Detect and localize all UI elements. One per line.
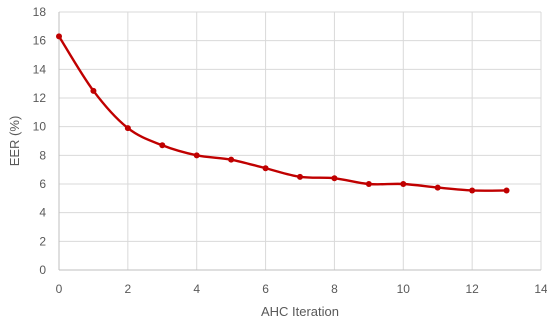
data-point [262,165,269,172]
y-tick-label: 4 [39,206,46,220]
data-point [159,142,166,149]
data-point [331,175,338,182]
x-tick-label: 12 [465,282,479,296]
data-point [400,181,407,187]
y-tick-label: 2 [39,234,46,248]
data-point [56,33,62,40]
tick-labels: 0 2 4 6 8 10 12 14 16 18 0 2 4 6 8 10 12 14 [33,5,547,296]
data-point [90,87,97,94]
x-tick-label: 8 [331,282,338,296]
series-line [57,35,507,192]
data-point [193,152,200,159]
grid-lines [59,11,542,270]
x-tick-label: 6 [262,282,269,296]
x-axis-title: AHC Iteration [261,304,339,319]
y-tick-label: 14 [33,62,47,76]
y-tick-label: 0 [39,263,46,277]
y-tick-label: 16 [33,34,47,48]
data-point [365,181,372,187]
data-point [469,187,476,194]
y-axis-title: EER (%) [7,116,22,167]
x-tick-label: 10 [397,282,411,296]
data-point [434,184,441,191]
y-tick-label: 18 [33,5,47,19]
data-point [503,187,510,194]
y-tick-label: 6 [39,177,46,191]
y-tick-label: 12 [33,91,47,105]
data-point [124,125,131,132]
x-tick-label: 0 [56,282,63,296]
y-tick-label: 10 [33,120,47,134]
data-points [56,33,510,194]
x-tick-label: 14 [534,282,547,296]
data-point [228,156,235,163]
axes [58,12,541,271]
data-point [297,173,303,180]
x-tick-label: 2 [125,282,132,296]
y-tick-label: 8 [39,148,46,162]
x-tick-label: 4 [193,282,200,296]
